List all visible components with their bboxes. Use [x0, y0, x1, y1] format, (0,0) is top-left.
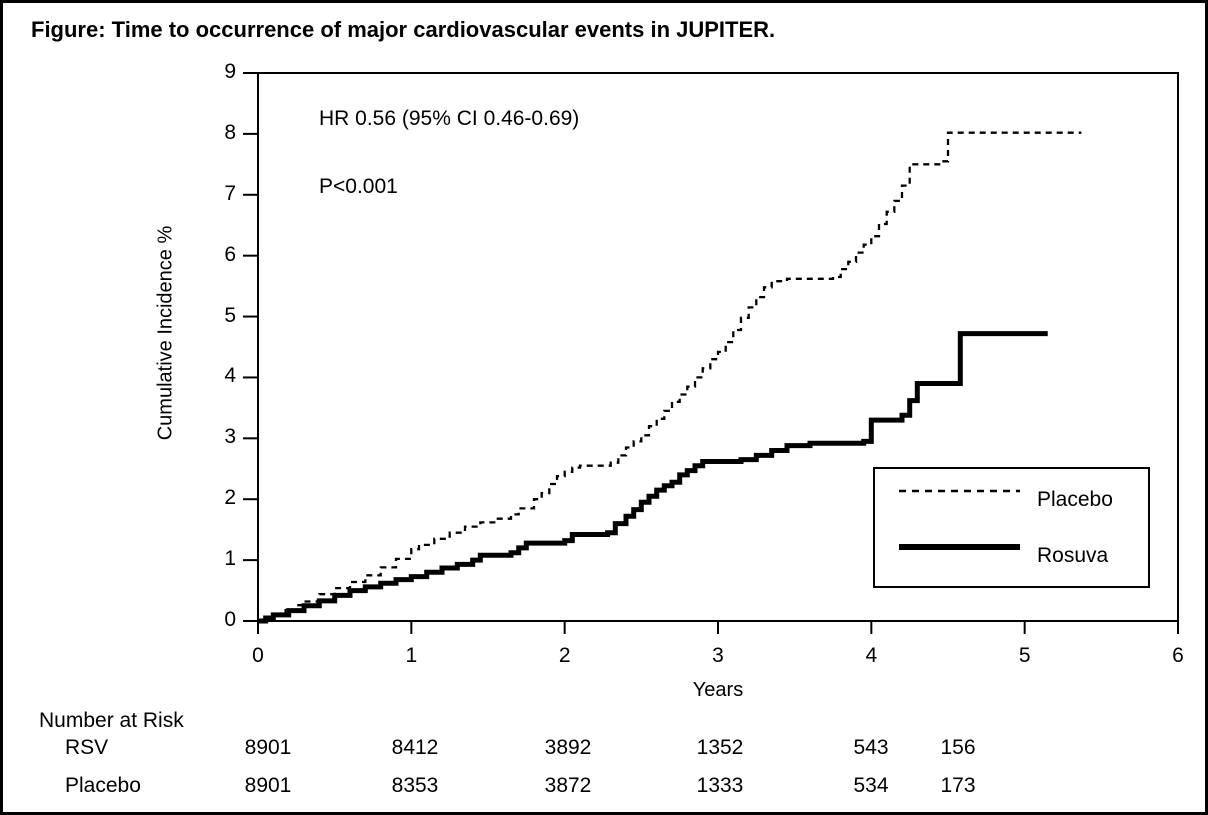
legend-entry-placebo: Placebo [875, 479, 1148, 519]
risk-value: 173 [940, 774, 976, 797]
risk-row-label-rsv: RSV [65, 736, 109, 759]
legend-label-placebo: Placebo [1037, 488, 1113, 511]
hazard-ratio-annotation: HR 0.56 (95% CI 0.46-0.69) [319, 107, 580, 130]
risk-value: 3872 [544, 774, 592, 797]
y-tick-label: 9 [224, 60, 236, 83]
p-value-annotation: P<0.001 [319, 175, 398, 198]
risk-value: 1352 [696, 736, 744, 759]
risk-row-label-placebo: Placebo [65, 774, 141, 797]
y-tick-label: 4 [224, 364, 236, 388]
x-tick-label: 4 [865, 644, 878, 667]
axis-ticks [243, 72, 1179, 634]
risk-value: 8901 [244, 736, 292, 759]
x-axis-label: Years [692, 679, 744, 701]
risk-value: 543 [853, 736, 889, 759]
y-tick-label: 8 [224, 120, 236, 144]
rosuva-solid-line-sample [899, 544, 1020, 550]
legend-box: Placebo Rosuva [873, 467, 1150, 588]
y-tick-label: 7 [224, 181, 236, 205]
placebo-curve [258, 131, 1082, 623]
risk-table-title: Number at Risk [39, 709, 184, 732]
y-tick-label: 3 [224, 425, 236, 449]
placebo-dashed-line-sample [899, 489, 1020, 493]
risk-value: 1333 [696, 774, 744, 797]
risk-value: 8412 [391, 736, 439, 759]
x-tick-label: 2 [558, 644, 571, 667]
risk-value: 156 [940, 736, 976, 759]
legend-label-rosuva: Rosuva [1037, 544, 1109, 567]
y-tick-label: 5 [224, 303, 236, 327]
x-tick-label: 3 [712, 644, 724, 667]
km-chart [243, 72, 1179, 634]
rosuva-curve [258, 331, 1048, 624]
risk-value: 8353 [391, 774, 439, 797]
y-tick-label: 1 [224, 547, 236, 571]
figure-title: Figure: Time to occurrence of major card… [31, 17, 776, 42]
y-axis-label: Cumulative Incidence % [154, 225, 177, 441]
y-tick-label: 2 [224, 486, 236, 510]
x-tick-label: 5 [1018, 644, 1031, 667]
y-tick-label: 0 [224, 608, 236, 631]
x-tick-label: 0 [252, 644, 264, 667]
risk-value: 3892 [544, 736, 592, 759]
y-tick-label: 6 [224, 242, 236, 266]
x-tick-label: 1 [405, 644, 418, 667]
legend-entry-rosuva: Rosuva [875, 535, 1148, 575]
x-tick-label: 6 [1172, 644, 1184, 667]
risk-value: 8901 [244, 774, 292, 797]
risk-value: 534 [853, 774, 889, 797]
